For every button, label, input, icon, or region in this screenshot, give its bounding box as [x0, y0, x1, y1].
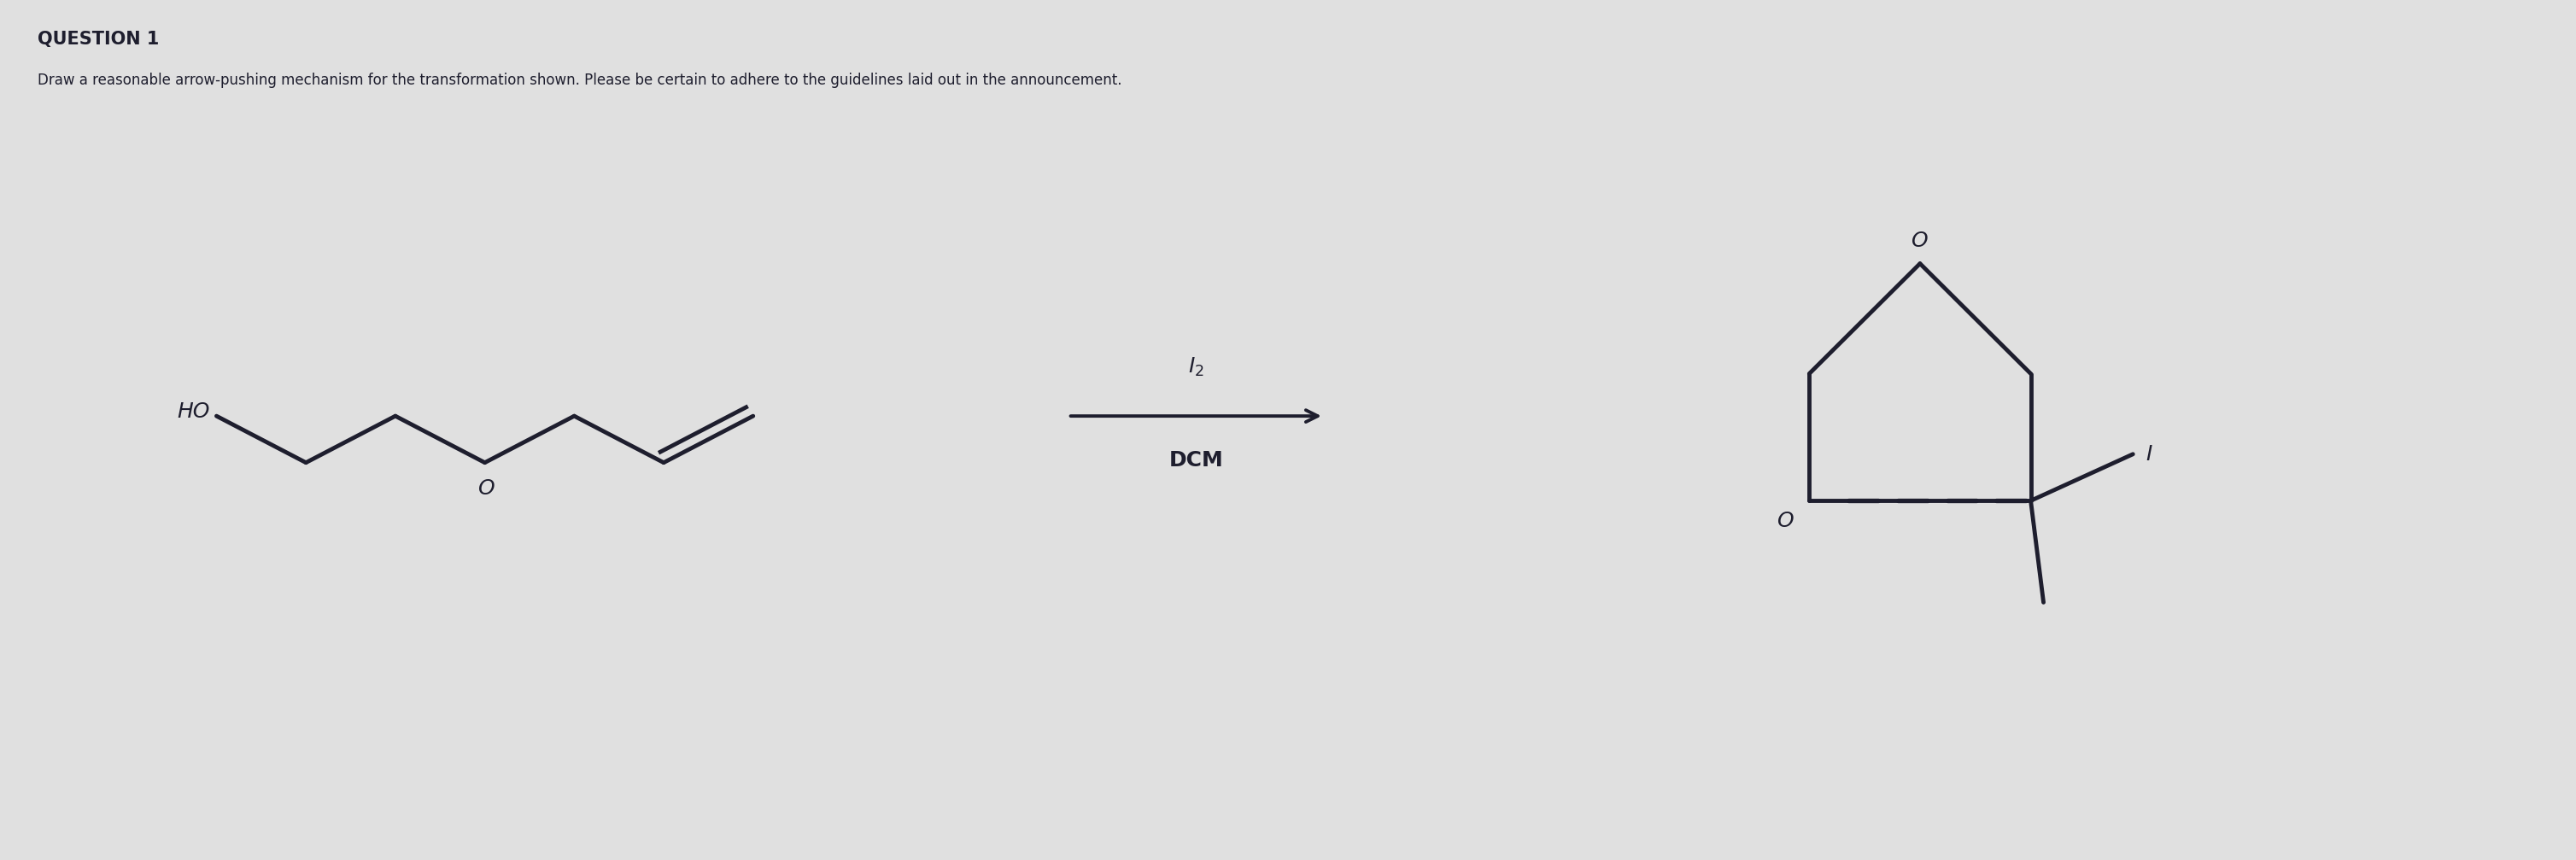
- Text: Draw a reasonable arrow-pushing mechanism for the transformation shown. Please b: Draw a reasonable arrow-pushing mechanis…: [39, 73, 1123, 89]
- Text: O: O: [1777, 511, 1793, 531]
- Text: O: O: [1911, 230, 1929, 251]
- Text: DCM: DCM: [1170, 450, 1224, 470]
- Text: I: I: [2146, 444, 2151, 464]
- Text: $I_2$: $I_2$: [1188, 355, 1203, 378]
- Text: O: O: [479, 478, 495, 498]
- Text: HO: HO: [178, 402, 209, 422]
- Text: QUESTION 1: QUESTION 1: [39, 31, 160, 48]
